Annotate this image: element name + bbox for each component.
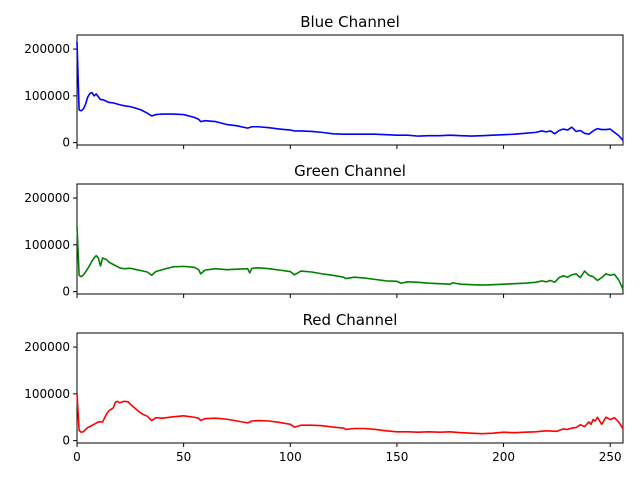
green-y-tick-label: 100000: [24, 238, 70, 252]
blue-channel-title: Blue Channel: [300, 13, 400, 31]
blue-channel-line: [76, 41, 624, 141]
red-y-tick-label: 200000: [24, 340, 70, 354]
blue-plot-frame: [76, 34, 624, 146]
red-y-tick-label: 0: [62, 434, 70, 448]
red-channel-line: [76, 393, 624, 435]
red-x-tick-label: 0: [73, 450, 81, 464]
red-y-tick-label: 100000: [24, 387, 70, 401]
green-channel-panel: Green Channel 0 100000 200000: [24, 162, 624, 299]
blue-y-tick-label: 0: [62, 136, 70, 150]
red-x-tick-label: 200: [492, 450, 515, 464]
red-x-tick-label: 100: [279, 450, 302, 464]
blue-y-tick-label: 100000: [24, 89, 70, 103]
red-x-tick-label: 150: [385, 450, 408, 464]
blue-y-tick-label: 200000: [24, 42, 70, 56]
red-channel-title: Red Channel: [303, 311, 398, 329]
red-x-tick-label: 250: [599, 450, 622, 464]
green-y-tick-label: 200000: [24, 191, 70, 205]
red-channel-panel: Red Channel 0 100000 200000 0 50 100 150 200 250: [24, 311, 624, 464]
blue-channel-panel: Blue Channel 0 100000 200000: [24, 13, 624, 150]
green-channel-title: Green Channel: [294, 162, 406, 180]
red-x-tick-label: 50: [176, 450, 191, 464]
red-plot-frame: [76, 332, 624, 444]
green-y-tick-label: 0: [62, 285, 70, 299]
green-channel-line: [76, 226, 624, 290]
